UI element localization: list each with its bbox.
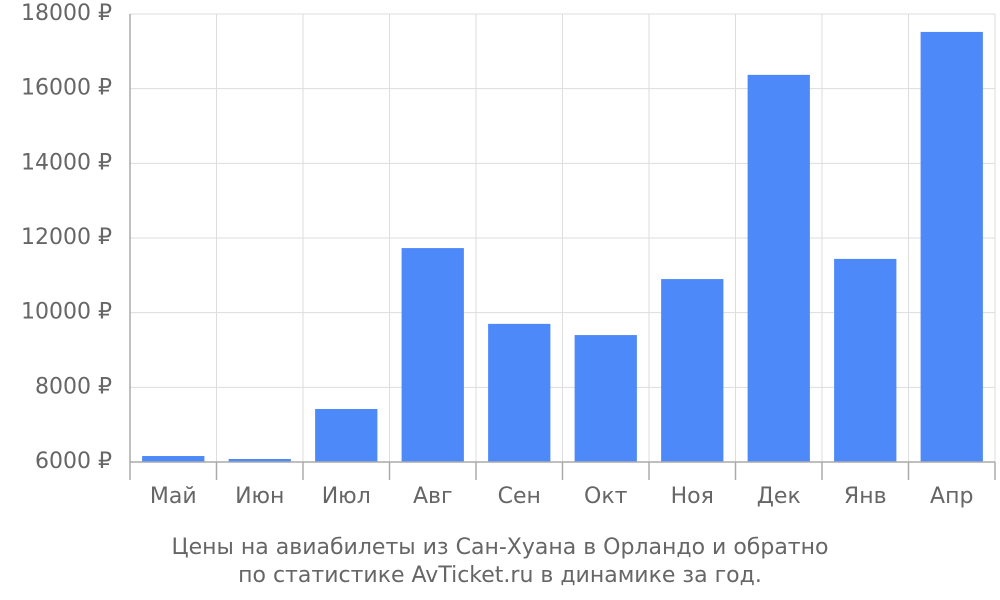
x-tick-label: Авг — [413, 484, 453, 509]
x-tick-label: Июл — [322, 484, 371, 509]
bar — [142, 456, 205, 462]
x-tick-label: Дек — [757, 484, 801, 509]
x-tick-label: Янв — [844, 484, 887, 509]
x-tick-label: Апр — [930, 484, 973, 509]
bar — [834, 258, 897, 462]
y-tick-label: 16000 ₽ — [21, 76, 112, 101]
bar — [920, 31, 983, 462]
x-tick-label: Июн — [235, 484, 284, 509]
bar — [747, 74, 810, 462]
bar — [401, 248, 464, 462]
bar — [574, 335, 637, 462]
y-tick-label: 8000 ₽ — [35, 374, 112, 399]
chart-subtitle: по статистике AvTicket.ru в динамике за … — [238, 563, 762, 588]
y-tick-label: 6000 ₽ — [35, 449, 112, 474]
bar — [228, 459, 291, 462]
x-tick-label: Окт — [584, 484, 628, 509]
x-tick-label: Ноя — [671, 484, 714, 509]
x-tick-label: Сен — [498, 484, 541, 509]
y-tick-label: 18000 ₽ — [21, 1, 112, 26]
x-tick-label: Май — [150, 484, 197, 509]
y-tick-label: 12000 ₽ — [21, 225, 112, 250]
chart-title: Цены на авиабилеты из Сан-Хуана в Орланд… — [172, 535, 829, 560]
y-tick-label: 10000 ₽ — [21, 300, 112, 325]
bar — [661, 279, 724, 462]
bar — [315, 408, 378, 462]
bar — [488, 323, 551, 462]
y-tick-label: 14000 ₽ — [21, 150, 112, 175]
